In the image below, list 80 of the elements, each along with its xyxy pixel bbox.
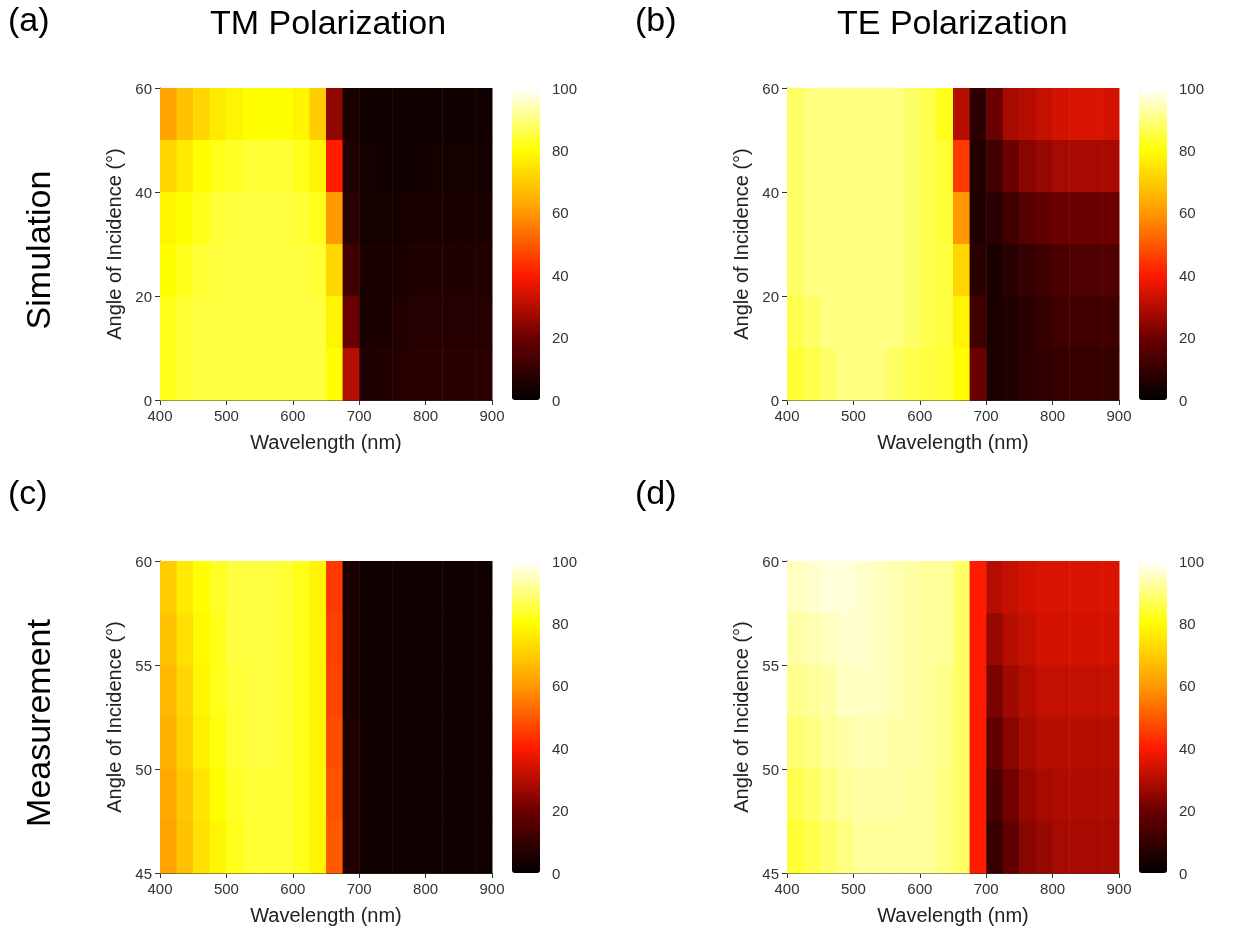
color-bar-label: 100 [1179, 79, 1205, 97]
x-tick-label: 900 [1106, 880, 1132, 897]
color-bar-label: 60 [552, 204, 569, 222]
y-axis-title: Angle of Incidence (°) [103, 621, 125, 813]
color-bar-label: 100 [552, 552, 578, 570]
y-tick-label: 45 [135, 864, 152, 882]
color-bar-label: 20 [552, 329, 569, 347]
x-tick-label: 700 [346, 407, 372, 424]
color-bar-label: 80 [1179, 614, 1196, 632]
x-tick-label: 400 [774, 880, 800, 897]
x-tick-label: 600 [907, 880, 933, 897]
x-tick-label: 500 [213, 880, 239, 897]
y-tick-label: 0 [143, 391, 152, 409]
x-tick-label: 700 [973, 407, 999, 424]
y-axis-title: Angle of Incidence (°) [103, 148, 125, 340]
y-tick-label: 20 [135, 287, 152, 305]
y-tick-label: 20 [762, 287, 779, 305]
y-tick-label: 60 [135, 79, 152, 97]
color-bar-label: 40 [552, 739, 569, 757]
color-bar-label: 80 [552, 614, 569, 632]
color-bar-label: 20 [1179, 329, 1196, 347]
text: Simulation [19, 170, 57, 330]
x-tick-label: 400 [147, 880, 173, 897]
color-bar-label: 0 [1179, 391, 1188, 409]
color-bar-label: 0 [552, 864, 561, 882]
x-tick-label: 600 [907, 407, 933, 424]
y-tick-label: 45 [762, 864, 779, 882]
x-tick-label: 700 [346, 880, 372, 897]
text: (c) [8, 473, 48, 511]
color-bar-label: 40 [1179, 739, 1196, 757]
x-tick-label: 800 [413, 407, 439, 424]
color-bar-label: 80 [1179, 141, 1196, 159]
x-tick-label: 900 [1106, 407, 1132, 424]
color-bar-label: 80 [552, 141, 569, 159]
chart-title: TM Polarization [210, 3, 447, 41]
y-axis-title: Angle of Incidence (°) [730, 621, 752, 813]
x-tick-label: 800 [413, 880, 439, 897]
x-tick-label: 400 [774, 407, 800, 424]
x-axis-title: Wavelength (nm) [250, 904, 402, 926]
y-tick-label: 60 [135, 552, 152, 570]
chart-title: TE Polarization [837, 3, 1068, 41]
x-tick-label: 500 [840, 407, 866, 424]
x-tick-label: 600 [280, 880, 306, 897]
color-bar-label: 100 [552, 79, 578, 97]
y-tick-label: 50 [135, 760, 152, 778]
y-tick-label: 55 [762, 656, 779, 674]
y-tick-label: 50 [762, 760, 779, 778]
y-tick-label: 0 [770, 391, 779, 409]
y-tick-label: 60 [762, 79, 779, 97]
x-tick-label: 500 [213, 407, 239, 424]
text: (b) [635, 0, 677, 38]
color-bar-label: 100 [1179, 552, 1205, 570]
color-bar-label: 60 [1179, 204, 1196, 222]
x-tick-label: 800 [1040, 880, 1066, 897]
y-tick-label: 60 [762, 552, 779, 570]
color-bar-label: 20 [552, 802, 569, 820]
x-tick-label: 600 [280, 407, 306, 424]
color-bar-label: 40 [1179, 266, 1196, 284]
x-tick-label: 500 [840, 880, 866, 897]
text: Measurement [19, 618, 57, 827]
x-axis-title: Wavelength (nm) [877, 431, 1029, 453]
x-tick-label: 900 [479, 407, 505, 424]
color-bar-label: 60 [552, 677, 569, 695]
x-tick-label: 800 [1040, 407, 1066, 424]
x-tick-label: 400 [147, 407, 173, 424]
y-axis-title: Angle of Incidence (°) [730, 148, 752, 340]
x-tick-label: 900 [479, 880, 505, 897]
text: (a) [8, 0, 50, 38]
color-bar-label: 0 [552, 391, 561, 409]
y-tick-label: 40 [762, 183, 779, 201]
color-bar-label: 20 [1179, 802, 1196, 820]
y-tick-label: 40 [135, 183, 152, 201]
x-axis-title: Wavelength (nm) [877, 904, 1029, 926]
color-bar-label: 40 [552, 266, 569, 284]
color-bar-label: 0 [1179, 864, 1188, 882]
color-bar-label: 60 [1179, 677, 1196, 695]
text: (d) [635, 473, 677, 511]
y-tick-label: 55 [135, 656, 152, 674]
x-tick-label: 700 [973, 880, 999, 897]
x-axis-title: Wavelength (nm) [250, 431, 402, 453]
